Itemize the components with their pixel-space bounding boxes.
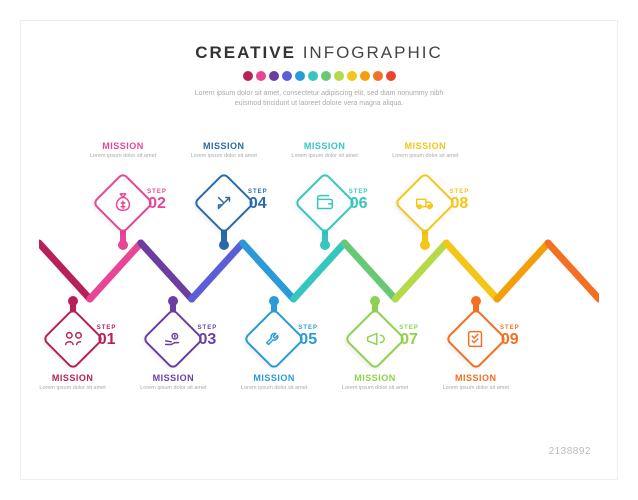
zigzag-segment xyxy=(90,243,141,299)
step-label: STEP06 xyxy=(349,189,369,213)
infographic-frame: CREATIVE INFOGRAPHIC Lorem ipsum dolor s… xyxy=(20,20,618,480)
mission-text: Lorem ipsum dolor sit amet xyxy=(138,385,208,392)
mission-title: MISSION xyxy=(138,373,208,383)
truck-icon xyxy=(414,192,436,214)
mission-text: Lorem ipsum dolor sit amet xyxy=(290,153,360,160)
step-number: 06 xyxy=(349,195,369,213)
mission-block: MISSION Lorem ipsum dolor sit amet xyxy=(239,373,309,392)
handcoin-icon xyxy=(162,328,184,350)
step-number: 07 xyxy=(399,331,419,349)
subtitle: Lorem ipsum dolor sit amet, consectetur … xyxy=(189,89,449,109)
step-label: STEP02 xyxy=(147,189,167,213)
zigzag-segment xyxy=(39,243,90,299)
moneybag-icon xyxy=(112,192,134,214)
zigzag-segment xyxy=(294,243,345,299)
mission-title: MISSION xyxy=(189,141,259,151)
step-label: STEP03 xyxy=(198,325,218,349)
main-title: CREATIVE INFOGRAPHIC xyxy=(21,43,617,63)
step-number: 04 xyxy=(248,195,268,213)
wallet-icon xyxy=(314,192,336,214)
mission-title: MISSION xyxy=(390,141,460,151)
mission-text: Lorem ipsum dolor sit amet xyxy=(340,385,410,392)
step-label: STEP07 xyxy=(399,325,419,349)
header: CREATIVE INFOGRAPHIC Lorem ipsum dolor s… xyxy=(21,21,617,109)
zigzag-segment xyxy=(497,243,548,299)
mission-block: MISSION Lorem ipsum dolor sit amet xyxy=(340,373,410,392)
color-dot xyxy=(334,71,344,81)
mission-text: Lorem ipsum dolor sit amet xyxy=(38,385,108,392)
color-dot xyxy=(256,71,266,81)
mission-title: MISSION xyxy=(290,141,360,151)
mission-title: MISSION xyxy=(239,373,309,383)
color-dot xyxy=(347,71,357,81)
mission-text: Lorem ipsum dolor sit amet xyxy=(88,153,158,160)
step-label: STEP08 xyxy=(450,189,470,213)
zigzag-segment xyxy=(192,243,243,299)
mission-block: MISSION Lorem ipsum dolor sit amet xyxy=(88,141,158,160)
step-label: STEP05 xyxy=(298,325,318,349)
step-number: 09 xyxy=(500,331,520,349)
zigzag-segment xyxy=(446,243,497,299)
color-dot xyxy=(321,71,331,81)
timeline-stage: STEP01 MISSION Lorem ipsum dolor sit amet S… xyxy=(39,156,599,386)
zigzag-segment xyxy=(344,243,395,299)
zigzag-segment xyxy=(243,243,294,299)
mission-block: MISSION Lorem ipsum dolor sit amet xyxy=(441,373,511,392)
color-dot xyxy=(360,71,370,81)
zigzag-segment xyxy=(395,243,446,299)
step-label: STEP01 xyxy=(97,325,117,349)
mission-block: MISSION Lorem ipsum dolor sit amet xyxy=(390,141,460,160)
tools-icon xyxy=(213,192,235,214)
color-dot xyxy=(386,71,396,81)
mission-title: MISSION xyxy=(88,141,158,151)
title-light: INFOGRAPHIC xyxy=(303,43,443,62)
step-pin-dot xyxy=(168,296,178,306)
team-icon xyxy=(62,328,84,350)
mission-title: MISSION xyxy=(441,373,511,383)
step-pin-dot xyxy=(370,296,380,306)
step-number: 01 xyxy=(97,331,117,349)
wrench-icon xyxy=(263,328,285,350)
step-number: 05 xyxy=(298,331,318,349)
step-number: 02 xyxy=(147,195,167,213)
mission-title: MISSION xyxy=(340,373,410,383)
step-pin-dot xyxy=(471,296,481,306)
step-pin-dot xyxy=(320,240,330,250)
step-pin-dot xyxy=(420,240,430,250)
title-bold: CREATIVE xyxy=(195,43,296,62)
step-pin-dot xyxy=(68,296,78,306)
mission-text: Lorem ipsum dolor sit amet xyxy=(189,153,259,160)
color-dot xyxy=(308,71,318,81)
step-number: 08 xyxy=(450,195,470,213)
color-dot xyxy=(295,71,305,81)
step-pin-dot xyxy=(269,296,279,306)
mission-text: Lorem ipsum dolor sit amet xyxy=(239,385,309,392)
mission-text: Lorem ipsum dolor sit amet xyxy=(390,153,460,160)
mission-block: MISSION Lorem ipsum dolor sit amet xyxy=(189,141,259,160)
color-dot xyxy=(243,71,253,81)
color-dots-row xyxy=(21,71,617,81)
mission-block: MISSION Lorem ipsum dolor sit amet xyxy=(138,373,208,392)
checklist-icon xyxy=(465,328,487,350)
mission-text: Lorem ipsum dolor sit amet xyxy=(441,385,511,392)
mission-block: MISSION Lorem ipsum dolor sit amet xyxy=(290,141,360,160)
step-label: STEP04 xyxy=(248,189,268,213)
color-dot xyxy=(282,71,292,81)
zigzag-segment xyxy=(548,243,599,299)
watermark-id: 2138892 xyxy=(549,446,591,457)
mission-block: MISSION Lorem ipsum dolor sit amet xyxy=(38,373,108,392)
color-dot xyxy=(373,71,383,81)
step-label: STEP09 xyxy=(500,325,520,349)
megaphone-icon xyxy=(364,328,386,350)
step-pin-dot xyxy=(118,240,128,250)
mission-title: MISSION xyxy=(38,373,108,383)
color-dot xyxy=(269,71,279,81)
step-pin-dot xyxy=(219,240,229,250)
zigzag-segment xyxy=(141,243,192,299)
step-number: 03 xyxy=(198,331,218,349)
